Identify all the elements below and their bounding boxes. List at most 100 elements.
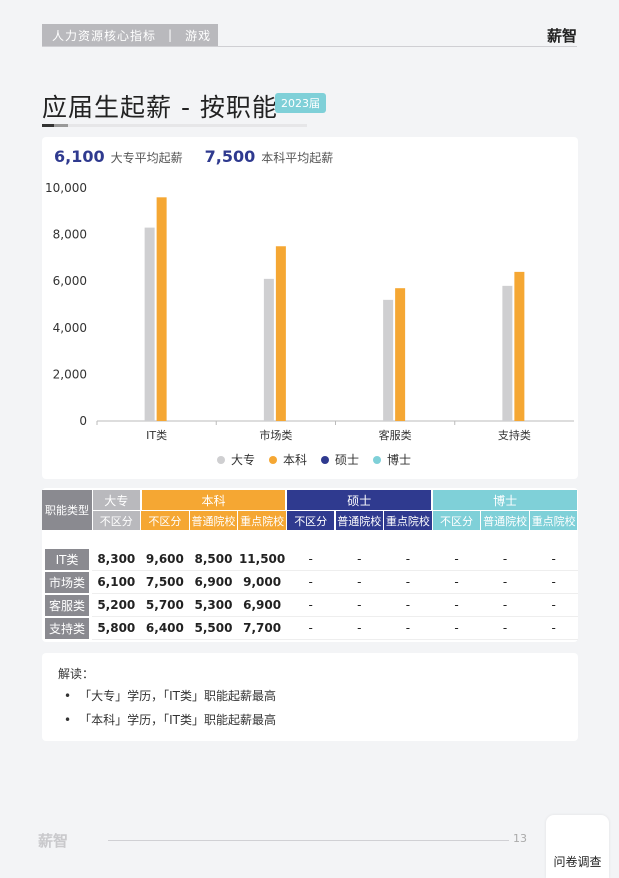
table-cell: 6,900 xyxy=(189,571,238,594)
salary-table: 职能类型 大专 不区分 本科 不区分 普通院校 重点院校 硕士 不区分 普通院校 重点院校 博士 不区分… xyxy=(42,488,578,642)
table-cell: 5,800 xyxy=(92,617,141,640)
salary-summary: 6,100 大专平均起薪 7,500 本科平均起薪 xyxy=(54,147,355,166)
legend-swatch xyxy=(269,455,278,464)
table-cell: - xyxy=(383,617,433,640)
title-underline xyxy=(42,124,307,127)
table-sub-header: 重点院校 xyxy=(384,511,432,530)
footer-logo: 薪智 xyxy=(38,832,69,850)
table-cell: - xyxy=(383,594,433,617)
table-sub-header: 不区分 xyxy=(92,511,141,530)
header-category: 人力资源核心指标 xyxy=(52,28,157,43)
table-sub-header: 普通院校 xyxy=(335,511,384,530)
table-cell: - xyxy=(286,617,335,640)
interpretation-card: 解读： 「大专」学历，「IT类」职能起薪最高 「本科」学历，「IT类」职能起薪最… xyxy=(42,653,578,741)
legend-swatch xyxy=(373,455,382,464)
table-sub-header: 不区分 xyxy=(432,511,481,530)
x-tick-label: 客服类 xyxy=(379,428,412,442)
table-cell: 6,400 xyxy=(140,617,190,640)
bar-大专 xyxy=(263,278,274,421)
table-cell: - xyxy=(286,571,335,594)
table-sub-header: 普通院校 xyxy=(481,511,529,530)
y-tick-label: 0 xyxy=(79,414,87,428)
table-cell: 5,700 xyxy=(140,594,190,617)
table-cell: - xyxy=(432,617,481,640)
interpretation-item: 「本科」学历，「IT类」职能起薪最高 xyxy=(64,711,276,728)
table-cell: - xyxy=(432,571,481,594)
table-cell: 5,500 xyxy=(189,617,238,640)
y-tick-label: 4,000 xyxy=(53,321,87,335)
bar-本科 xyxy=(514,271,525,421)
table-group-header: 硕士 xyxy=(287,490,432,510)
summary-label-college: 大专平均起薪 xyxy=(110,151,183,165)
table-cell: 6,100 xyxy=(92,571,141,594)
legend-swatch xyxy=(217,455,225,464)
legend-label: 大专 xyxy=(231,453,256,467)
table-cell: - xyxy=(383,571,433,594)
table-cell: 11,500 xyxy=(237,548,287,571)
y-tick-label: 6,000 xyxy=(53,274,87,288)
table-cell: 9,000 xyxy=(237,571,287,594)
table-row-label: IT类 xyxy=(45,549,89,570)
table-cell: - xyxy=(480,548,530,571)
table-cell: - xyxy=(529,571,578,594)
x-tick-label: IT类 xyxy=(146,428,167,442)
summary-label-bachelor: 本科平均起薪 xyxy=(261,151,334,165)
table-cell: - xyxy=(480,617,530,640)
salary-bar-chart: 10,000 8,000 6,000 4,000 2,000 0 IT类 市场类 客服类 支持类 xyxy=(45,181,574,442)
brand-logo-top: 薪智 xyxy=(546,27,577,45)
interpretation-title: 解读： xyxy=(58,667,95,681)
table-cell: 5,200 xyxy=(92,594,141,617)
table-cell: - xyxy=(529,548,578,571)
legend-label: 硕士 xyxy=(335,453,360,467)
table-cell: 6,900 xyxy=(237,594,287,617)
legend-item: 本科 xyxy=(269,451,307,468)
page-title: 应届生起薪 - 按职能 xyxy=(42,93,278,122)
bar-本科 xyxy=(395,288,406,421)
legend-item: 博士 xyxy=(373,451,411,468)
legend-label: 本科 xyxy=(283,453,308,467)
table-sub-header: 不区分 xyxy=(286,511,335,530)
table-group-header: 本科 xyxy=(141,490,286,510)
table-row-label: 支持类 xyxy=(45,618,89,639)
x-tick-label: 市场类 xyxy=(259,428,292,442)
table-sub-header: 重点院校 xyxy=(529,511,578,530)
table-cell: 8,300 xyxy=(92,548,141,571)
bar-大专 xyxy=(144,227,155,421)
table-sub-header: 普通院校 xyxy=(189,511,238,530)
table-cell: - xyxy=(432,548,481,571)
bar-大专 xyxy=(502,285,513,421)
summary-value-bachelor: 7,500 xyxy=(204,147,256,166)
table-cell: - xyxy=(335,617,384,640)
table-cell: - xyxy=(335,548,384,571)
legend-item: 硕士 xyxy=(321,451,359,468)
page-number: 13 xyxy=(513,832,527,845)
footer-divider xyxy=(108,840,509,841)
table-cell: - xyxy=(335,594,384,617)
table-group-header: 博士 xyxy=(433,490,577,510)
table-cell: 7,500 xyxy=(140,571,190,594)
bar-大专 xyxy=(383,299,394,421)
summary-value-college: 6,100 xyxy=(54,147,105,166)
table-cell: 8,500 xyxy=(189,548,238,571)
legend-swatch xyxy=(321,455,330,464)
interpretation-item: 「大专」学历，「IT类」职能起薪最高 xyxy=(64,687,276,704)
bar-本科 xyxy=(275,246,286,421)
survey-button[interactable]: 问卷调查 xyxy=(546,815,609,878)
x-tick-label: 支持类 xyxy=(498,428,531,442)
table-cell: - xyxy=(286,548,335,571)
chart-legend: 大专 本科 硕士 博士 xyxy=(217,451,425,468)
header-industry: 游戏 xyxy=(185,28,212,43)
table-cell: - xyxy=(383,548,433,571)
table-cell: - xyxy=(529,594,578,617)
header-separator: | xyxy=(168,28,174,42)
table-cell: - xyxy=(286,594,335,617)
table-cell: 5,300 xyxy=(189,594,238,617)
table-cell: 9,600 xyxy=(140,548,190,571)
table-cell: - xyxy=(529,617,578,640)
legend-item: 大专 xyxy=(217,451,255,468)
y-tick-label: 2,000 xyxy=(53,367,87,381)
table-cell: - xyxy=(335,571,384,594)
table-row-label: 市场类 xyxy=(45,572,89,593)
table-sub-header: 重点院校 xyxy=(238,511,286,530)
table-corner-header: 职能类型 xyxy=(42,490,92,530)
